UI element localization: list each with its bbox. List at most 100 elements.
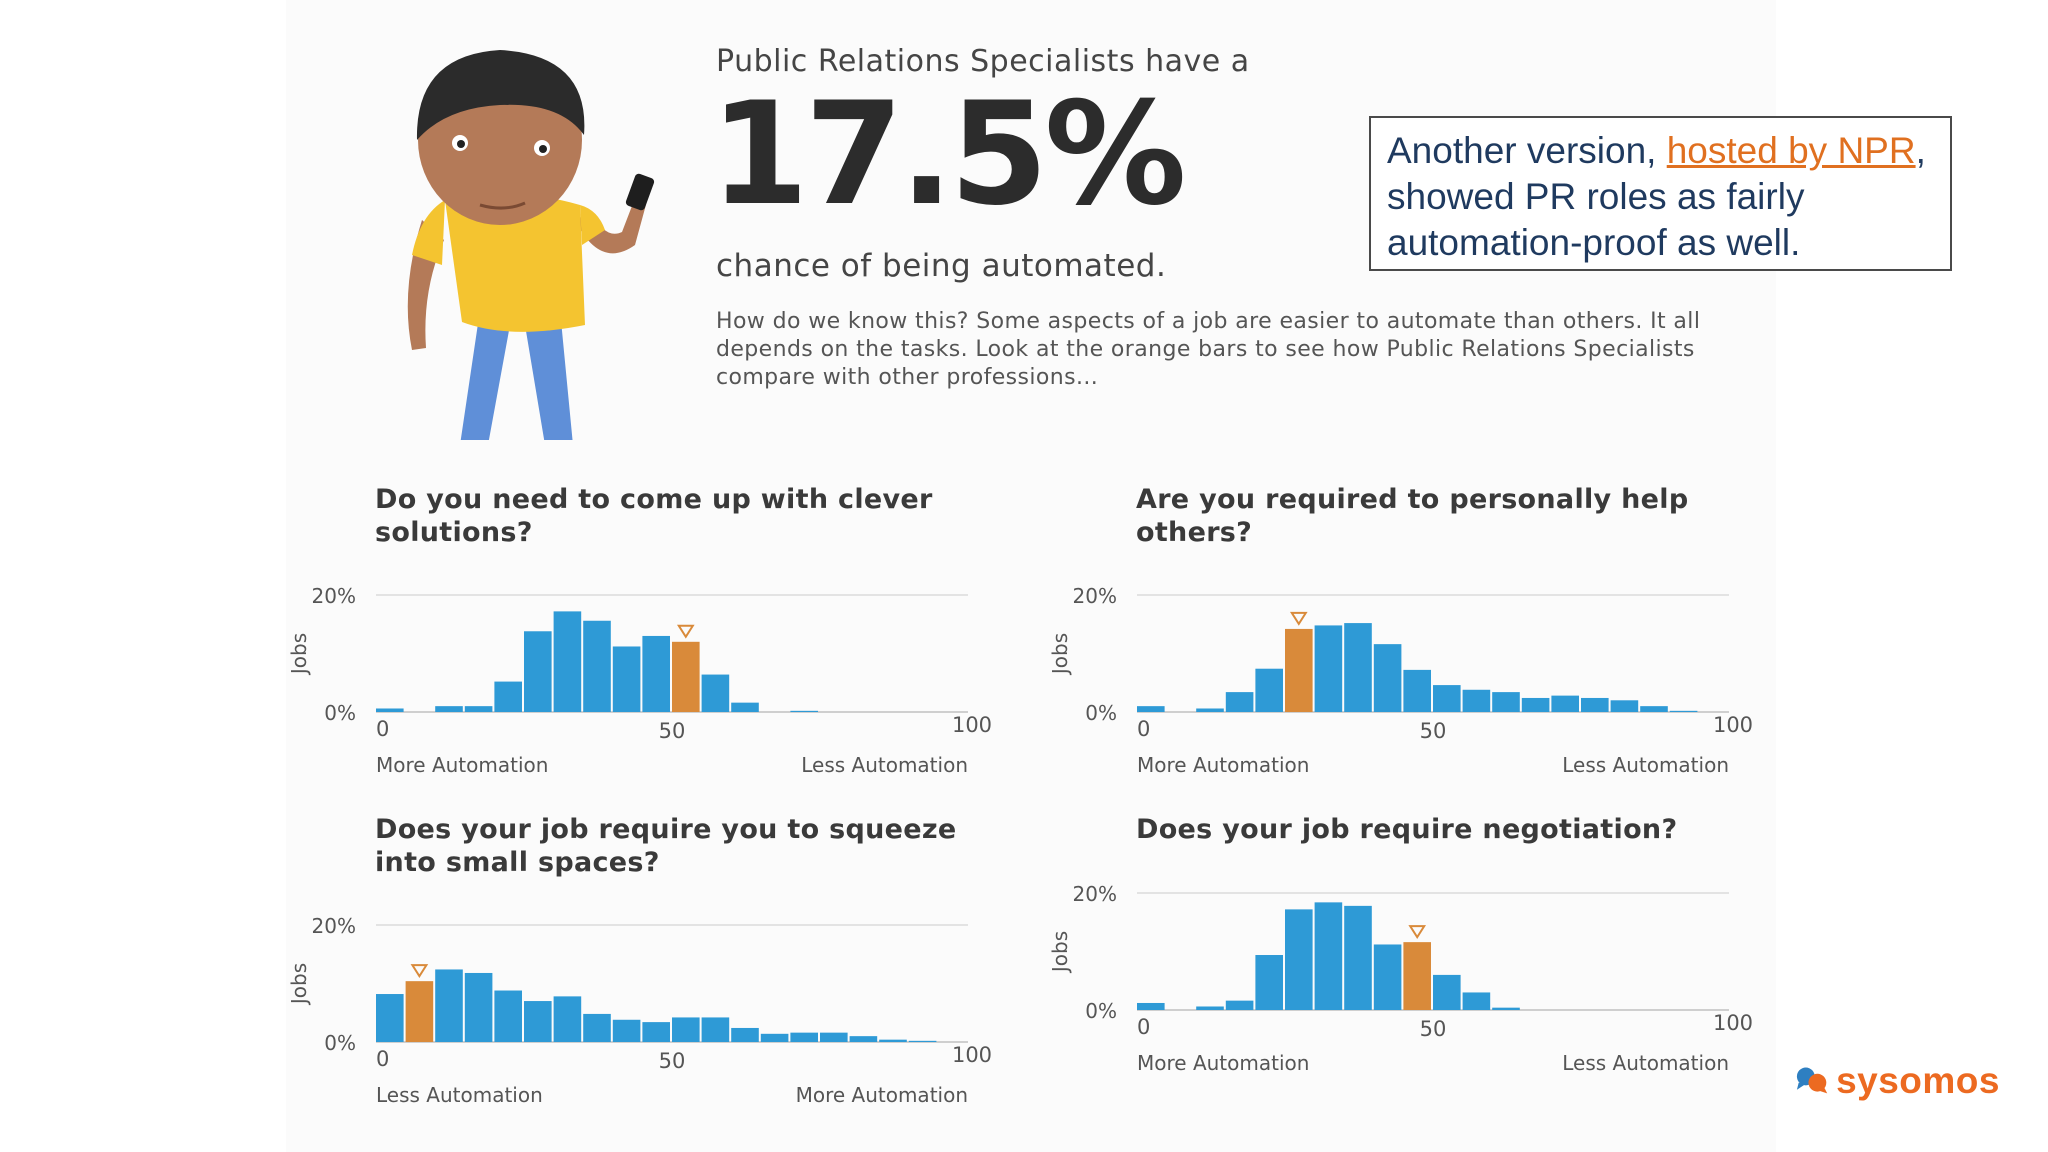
bar xyxy=(524,631,552,712)
x-left-label: More Automation xyxy=(1137,753,1309,777)
bar xyxy=(1196,708,1224,712)
bar xyxy=(1521,697,1550,712)
bar xyxy=(642,635,670,712)
sysomos-brand: sysomos xyxy=(1796,1058,2000,1102)
x-tick-label: 50 xyxy=(659,719,686,743)
bar xyxy=(1196,1006,1224,1010)
bar xyxy=(731,702,759,712)
x-left-label: More Automation xyxy=(1137,1051,1309,1075)
chart-negotiation: 20% 0% Jobs 0 50 100 More Automation Less Autom… xyxy=(1048,882,1753,1075)
bar xyxy=(376,994,404,1042)
bar xyxy=(1344,905,1372,1010)
bar xyxy=(1255,668,1283,712)
bar xyxy=(790,1032,818,1042)
bar xyxy=(1433,685,1461,712)
bar xyxy=(672,1017,700,1042)
bar xyxy=(494,681,522,712)
y-axis-label: Jobs xyxy=(1048,931,1072,974)
y-axis-label: Jobs xyxy=(287,633,311,676)
bar xyxy=(1373,644,1402,712)
bar xyxy=(612,1019,641,1042)
bar xyxy=(1581,697,1609,712)
stat-subtitle: chance of being automated. xyxy=(716,248,1167,284)
y-tick-label: 20% xyxy=(312,584,356,608)
bar xyxy=(1492,1007,1520,1010)
y-tick-label: 0% xyxy=(324,701,356,725)
highlight-marker-icon xyxy=(1408,925,1427,940)
highlight-bar xyxy=(405,981,434,1042)
x-tick-label: 50 xyxy=(659,1049,686,1073)
chart-title-clever-solutions: Do you need to come up with clever solut… xyxy=(375,484,933,548)
chart-title-help-others: Are you required to personally help othe… xyxy=(1136,484,1689,548)
x-tick-label: 100 xyxy=(952,713,992,737)
bar xyxy=(1314,902,1343,1010)
x-right-label: Less Automation xyxy=(1562,753,1729,777)
bar xyxy=(731,1027,759,1042)
person-illustration xyxy=(407,50,655,440)
bar xyxy=(1137,706,1165,712)
note-text-before: Another version, xyxy=(1387,130,1667,171)
x-right-label: More Automation xyxy=(796,1083,968,1107)
npr-note-box: Another version, hosted by NPR, showed P… xyxy=(1369,116,1952,271)
automation-percent: 17.5% xyxy=(710,72,1187,237)
bar xyxy=(790,710,818,712)
bar xyxy=(553,611,582,712)
bar xyxy=(1640,706,1668,712)
bar xyxy=(1314,625,1343,712)
stat-intro: Public Relations Specialists have a xyxy=(716,44,1250,79)
chart-small-spaces: 20% 0% Jobs 0 50 100 Less Automation More Autom… xyxy=(287,914,992,1107)
highlight-marker-icon xyxy=(1289,611,1308,626)
npr-link[interactable]: hosted by NPR xyxy=(1666,130,1916,171)
bar xyxy=(849,1036,878,1042)
bar xyxy=(376,708,404,712)
bar xyxy=(642,1022,670,1042)
x-tick-label: 50 xyxy=(1420,1017,1447,1041)
y-tick-label: 20% xyxy=(1073,584,1117,608)
bar xyxy=(1285,909,1313,1010)
x-tick-label: 100 xyxy=(1713,1011,1753,1035)
bar xyxy=(1433,974,1461,1010)
bar xyxy=(524,1001,552,1042)
chart-title-small-spaces: Does your job require you to squeeze int… xyxy=(375,814,957,878)
chart-help-others: 20% 0% Jobs 0 50 100 More Automation Less Autom… xyxy=(1048,584,1753,777)
bar xyxy=(1344,623,1372,712)
y-tick-label: 0% xyxy=(1085,999,1117,1023)
bar xyxy=(464,706,493,712)
bar xyxy=(1137,1002,1165,1010)
bar xyxy=(1551,695,1579,712)
bar xyxy=(1373,944,1402,1010)
x-tick-label: 50 xyxy=(1420,719,1447,743)
x-tick-label: 0 xyxy=(1137,717,1150,741)
y-tick-label: 20% xyxy=(1073,882,1117,906)
bar xyxy=(435,706,463,712)
x-tick-label: 100 xyxy=(1713,713,1753,737)
chart-title-negotiation: Does your job require negotiation? xyxy=(1136,814,1678,845)
bar xyxy=(583,620,611,712)
bar xyxy=(1255,955,1283,1010)
y-axis-label: Jobs xyxy=(1048,633,1072,676)
x-left-label: More Automation xyxy=(376,753,548,777)
bar xyxy=(494,990,522,1042)
bar xyxy=(1610,700,1639,712)
y-tick-label: 0% xyxy=(324,1031,356,1055)
bar xyxy=(612,646,641,712)
bar xyxy=(1462,689,1491,712)
bar xyxy=(464,972,493,1042)
bar xyxy=(879,1039,907,1042)
bar xyxy=(701,674,730,712)
bar xyxy=(1403,669,1431,712)
bar xyxy=(583,1013,611,1042)
bar xyxy=(908,1040,937,1042)
highlight-bar xyxy=(1285,628,1313,712)
bar xyxy=(701,1017,730,1042)
x-tick-label: 0 xyxy=(1137,1015,1150,1039)
brand-name: sysomos xyxy=(1836,1059,2000,1101)
note-text-after: , showed PR roles as fairly automation-p… xyxy=(1387,130,1926,263)
y-axis-label: Jobs xyxy=(287,963,311,1006)
x-right-label: Less Automation xyxy=(1562,1051,1729,1075)
chart-clever-solutions: 20% 0% Jobs 0 50 100 More Automation Less Autom… xyxy=(287,584,992,777)
bar xyxy=(820,1032,848,1042)
highlight-bar xyxy=(672,641,700,712)
bar xyxy=(760,1033,789,1042)
bar xyxy=(1225,692,1254,712)
